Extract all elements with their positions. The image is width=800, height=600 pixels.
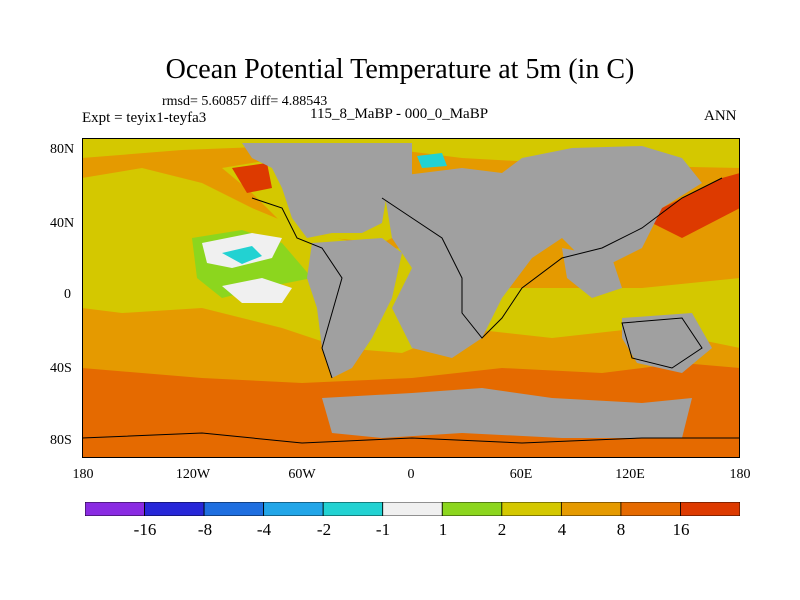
season-label: ANN (704, 108, 737, 124)
x-tick-120e: 120E (615, 467, 645, 482)
colorbar-label-5: -1 (375, 520, 391, 539)
x-tick-180w: 180 (72, 467, 94, 482)
experiment-label: Expt = teyix1-teyfa3 (82, 110, 207, 126)
x-tick-120w: 120W (175, 467, 211, 482)
land-south-america (307, 238, 402, 378)
land-greenland (332, 143, 387, 188)
rmsd-diff-stats: rmsd= 5.60857 diff= 4.88543 (162, 94, 328, 109)
colorbar-swatch-9 (560, 502, 622, 516)
y-tick-40s: 40S (50, 361, 72, 376)
cyan-patch-arctic (417, 153, 447, 168)
white-patch-equatorial (222, 278, 292, 303)
colorbar-swatch-5 (322, 502, 384, 516)
colorbar-label-8: 4 (557, 520, 567, 539)
colorbar-swatch-8 (501, 502, 562, 516)
land-antarctica (322, 388, 692, 438)
colorbar-swatch-3 (203, 502, 265, 516)
red-patch-east (642, 173, 740, 238)
colorbar-label-7: 2 (497, 520, 507, 539)
y-tick-0: 0 (64, 287, 71, 302)
x-tick-0: 0 (407, 467, 415, 482)
x-tick-60e: 60E (509, 467, 533, 482)
colorbar-label-6: 1 (438, 520, 448, 539)
colorbar-swatch-6 (382, 502, 443, 516)
colorbar (85, 502, 740, 516)
map-border (82, 138, 740, 458)
colorbar-swatch-11 (680, 502, 740, 516)
colorbar-label-9: 8 (616, 520, 626, 539)
colorbar-swatch-4 (263, 502, 324, 516)
colorbar-label-10: 16 (672, 520, 690, 539)
y-tick-80n: 80N (50, 142, 75, 157)
temperature-map (82, 138, 740, 458)
land-australia (622, 313, 712, 373)
period-label: 115_8_MaBP - 000_0_MaBP (310, 106, 489, 122)
colorbar-label-3: -4 (256, 520, 272, 539)
colorbar-swatch-2 (144, 502, 205, 516)
colorbar-swatch-7 (441, 502, 503, 516)
plot-title: Ocean Potential Temperature at 5m (in C) (165, 54, 635, 85)
colorbar-swatch-1 (85, 502, 145, 516)
x-tick-180e: 180 (729, 467, 751, 482)
coastlines (82, 177, 740, 444)
colorbar-label-2: -8 (197, 520, 213, 539)
y-tick-40n: 40N (50, 216, 75, 231)
red-patch-nw (232, 163, 272, 193)
land-india (562, 248, 622, 298)
colorbar-label-1: -16 (133, 520, 157, 539)
colorbar-swatch-10 (620, 502, 681, 516)
y-tick-80s: 80S (50, 433, 72, 448)
x-tick-60w: 60W (288, 467, 316, 482)
cyan-patch-gulf (222, 246, 262, 264)
colorbar-label-4: -2 (316, 520, 332, 539)
